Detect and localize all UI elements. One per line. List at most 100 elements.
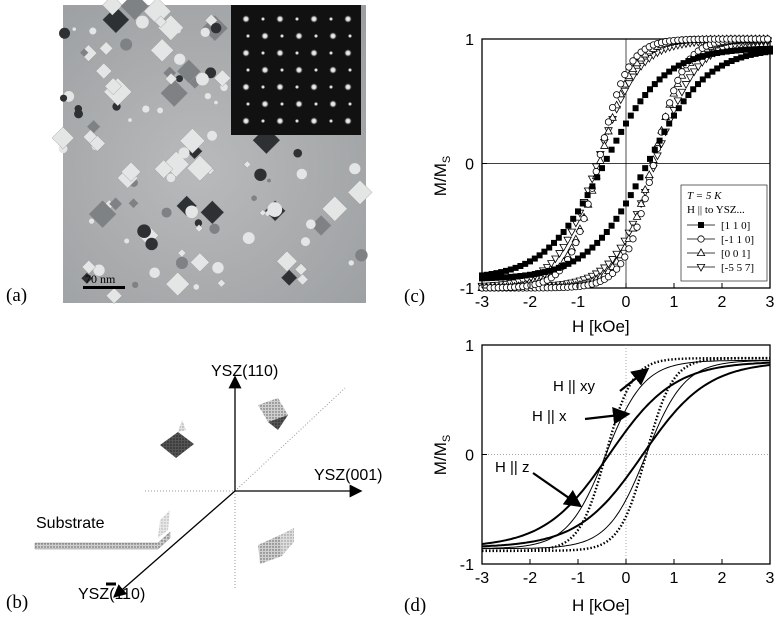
data-point-marker xyxy=(738,54,745,61)
panel-d-label: (d) xyxy=(404,595,427,616)
data-point-marker xyxy=(608,256,617,264)
data-point-marker xyxy=(696,263,706,272)
data-point-marker xyxy=(704,51,711,58)
x-tick-label: 1 xyxy=(670,570,679,587)
data-point-marker xyxy=(666,68,673,75)
data-point-marker xyxy=(685,74,695,83)
legend-entry: [-5 5 7] xyxy=(721,262,754,274)
data-point-marker xyxy=(584,248,591,255)
diffraction-spot xyxy=(347,101,353,107)
data-point-marker xyxy=(621,253,629,261)
data-point-marker xyxy=(743,46,749,53)
diffraction-spot xyxy=(279,33,285,39)
diffraction-spot xyxy=(279,67,285,73)
data-point-marker xyxy=(623,200,629,207)
diffraction-spot xyxy=(347,67,353,73)
nanoparticle xyxy=(348,260,354,266)
diffraction-spot xyxy=(294,99,304,109)
data-point-marker xyxy=(642,92,649,99)
data-point-marker xyxy=(507,273,514,280)
series-square-filled xyxy=(479,45,773,282)
diffraction-spot xyxy=(241,48,251,58)
data-point-marker xyxy=(565,222,572,229)
nanoparticle xyxy=(186,155,214,182)
nanoparticle xyxy=(124,238,130,244)
diffraction-spot xyxy=(309,116,319,126)
data-point-marker xyxy=(656,137,663,144)
diffraction-spot xyxy=(260,99,270,109)
diffraction-spot xyxy=(245,67,251,73)
data-point-marker xyxy=(627,112,634,119)
diffraction-spot xyxy=(343,82,353,92)
x-tick-label: -3 xyxy=(475,294,489,311)
axis-diagonal-positive xyxy=(234,387,346,492)
tem-micrograph: 70 nm xyxy=(51,0,373,304)
x-tick-label: 2 xyxy=(718,294,727,311)
x-tick-label: -1 xyxy=(571,294,585,311)
data-point-marker xyxy=(695,81,701,88)
data-point-marker xyxy=(675,62,682,69)
diffraction-spot xyxy=(260,65,270,75)
data-point-marker xyxy=(757,45,764,52)
nanoparticle xyxy=(190,252,210,273)
data-point-marker xyxy=(531,255,538,262)
data-point-marker xyxy=(767,45,773,52)
pyramid-lower-right xyxy=(258,528,294,564)
data-point-marker xyxy=(757,49,764,56)
data-point-marker xyxy=(536,252,543,259)
diffraction-spot xyxy=(328,118,334,124)
nanoparticle xyxy=(185,205,198,219)
data-point-marker xyxy=(572,238,580,247)
nanoparticle xyxy=(121,161,142,182)
nanoparticle xyxy=(207,130,218,141)
axis-1-10-arrow xyxy=(113,490,236,598)
nanoparticle xyxy=(196,72,209,86)
data-point-marker xyxy=(580,215,588,223)
data-point-marker xyxy=(653,152,662,161)
data-point-marker xyxy=(579,200,586,207)
panel-b-label: (b) xyxy=(6,592,29,613)
data-point-marker xyxy=(608,269,617,277)
nanoparticle xyxy=(81,259,96,275)
data-point-marker xyxy=(512,273,519,280)
nanoparticle-field xyxy=(51,0,373,304)
curve-thick-ascending xyxy=(481,364,771,548)
nanoparticle xyxy=(120,38,133,51)
data-point-marker xyxy=(632,183,639,190)
data-point-marker xyxy=(690,56,697,63)
data-point-marker xyxy=(608,112,617,121)
data-point-marker xyxy=(613,215,620,222)
nanoparticle xyxy=(347,179,373,205)
nanoparticle xyxy=(276,250,298,272)
nanoparticle xyxy=(254,168,267,181)
data-point-marker xyxy=(608,103,617,112)
curve-dotted-ascending xyxy=(482,357,770,553)
nanoparticle xyxy=(136,15,149,29)
data-point-marker xyxy=(671,112,677,119)
nanoparticle xyxy=(99,41,114,56)
data-point-marker xyxy=(541,248,548,255)
data-point-marker xyxy=(613,137,620,144)
data-point-marker xyxy=(570,258,577,265)
nanoparticle xyxy=(154,159,174,179)
legend-entry: [1 1 0] xyxy=(721,220,750,232)
diffraction-spot xyxy=(260,31,270,41)
diffraction-spot xyxy=(260,16,266,22)
nanoparticle xyxy=(195,224,204,233)
nanoparticle xyxy=(149,267,160,279)
nanoparticle xyxy=(88,218,95,224)
data-point-marker xyxy=(645,178,653,187)
nanoparticle xyxy=(242,232,255,245)
data-point-marker xyxy=(531,271,538,278)
data-point-marker xyxy=(719,62,725,69)
data-point-marker xyxy=(666,99,674,107)
data-point-marker xyxy=(604,118,613,126)
pyramid-upper-right xyxy=(258,398,288,430)
nanoparticle xyxy=(296,273,309,286)
nanoparticle xyxy=(104,77,122,95)
data-point-marker xyxy=(733,56,740,63)
x-tick-label: -3 xyxy=(475,570,489,587)
data-point-marker xyxy=(661,72,668,79)
data-point-marker xyxy=(589,183,596,190)
data-point-marker xyxy=(546,260,556,269)
